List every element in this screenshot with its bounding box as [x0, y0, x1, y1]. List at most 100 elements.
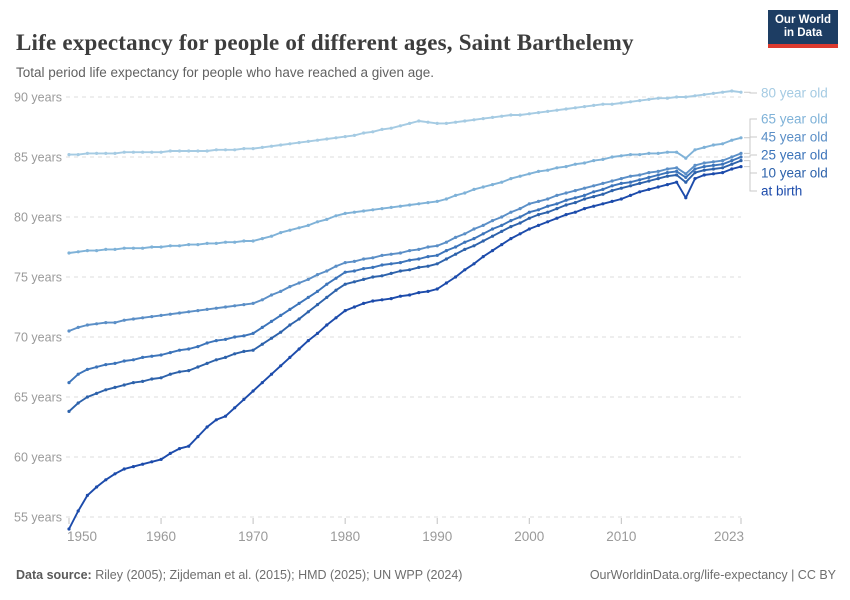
data-point — [168, 451, 172, 455]
data-point — [251, 331, 255, 335]
data-point — [104, 363, 108, 367]
data-point — [509, 177, 513, 181]
data-point — [675, 169, 679, 173]
data-point — [168, 312, 172, 316]
data-point — [233, 335, 237, 339]
data-point — [177, 149, 182, 153]
data-point — [739, 151, 743, 155]
data-point — [242, 397, 246, 401]
data-point — [187, 243, 191, 247]
data-point — [500, 180, 504, 184]
data-point — [95, 365, 99, 369]
data-point — [656, 169, 660, 173]
data-point — [481, 223, 485, 227]
data-point — [242, 349, 246, 353]
data-point — [490, 183, 495, 187]
data-point — [141, 462, 145, 466]
data-point — [711, 160, 716, 164]
data-point — [730, 138, 734, 142]
data-point — [573, 106, 577, 110]
data-point — [159, 245, 163, 249]
data-point — [628, 193, 633, 197]
data-point — [187, 149, 191, 153]
data-point — [739, 155, 743, 159]
owid-logo-line2: in Data — [783, 27, 823, 39]
legend-label-80-year-old[interactable]: 80 year old — [761, 86, 828, 101]
data-point — [279, 364, 283, 368]
data-point — [389, 271, 393, 275]
data-point — [131, 317, 135, 321]
x-axis-tick-label: 1970 — [238, 529, 268, 544]
data-point — [610, 102, 614, 106]
data-point — [546, 220, 550, 224]
data-point — [592, 190, 596, 194]
data-point — [472, 118, 476, 122]
y-axis-tick-label: 80 years — [14, 211, 62, 225]
data-point — [564, 165, 568, 169]
data-point — [711, 167, 716, 171]
data-point — [325, 137, 329, 141]
data-point — [628, 184, 633, 188]
data-point — [536, 208, 541, 212]
data-point — [150, 460, 154, 464]
data-point — [325, 269, 329, 273]
data-point — [656, 96, 660, 100]
series-line-at-birth[interactable] — [68, 165, 742, 530]
data-point — [251, 147, 255, 151]
data-point — [113, 361, 117, 365]
data-point — [435, 121, 439, 125]
data-point — [362, 267, 366, 271]
legend-label-45-year-old[interactable]: 45 year old — [761, 130, 828, 145]
data-point — [702, 161, 706, 165]
data-point — [546, 210, 550, 214]
data-point — [647, 97, 651, 101]
data-point — [656, 177, 660, 181]
y-axis-tick-label: 65 years — [14, 391, 62, 405]
data-point — [444, 121, 448, 125]
data-point — [582, 186, 587, 190]
data-point — [389, 262, 393, 266]
data-point — [371, 130, 375, 134]
data-point — [131, 465, 135, 469]
data-point — [490, 249, 495, 253]
owid-link[interactable]: OurWorldinData.org/life-expectancy | CC … — [589, 568, 836, 582]
data-point — [150, 315, 154, 319]
data-point — [573, 210, 577, 214]
data-source-label: Data source: — [16, 568, 92, 582]
legend-label-25-year-old[interactable]: 25 year old — [761, 148, 828, 163]
data-point — [242, 303, 246, 307]
legend-label-at-birth[interactable]: at birth — [761, 184, 802, 199]
data-point — [693, 94, 697, 98]
data-point — [279, 231, 283, 235]
data-point — [426, 255, 430, 259]
data-point — [610, 199, 614, 203]
data-point — [380, 274, 384, 278]
data-point — [398, 269, 402, 273]
data-point — [223, 240, 228, 244]
data-point — [628, 174, 633, 178]
legend-label-10-year-old[interactable]: 10 year old — [761, 166, 828, 181]
data-point — [426, 201, 430, 205]
data-point — [536, 169, 541, 173]
data-point — [656, 173, 660, 177]
data-point — [315, 289, 320, 293]
data-point — [711, 163, 716, 167]
data-point — [95, 322, 99, 326]
data-point — [490, 115, 495, 119]
data-point — [500, 243, 504, 247]
data-point — [76, 250, 80, 254]
data-point — [408, 268, 412, 272]
data-point — [628, 153, 633, 157]
data-point — [205, 341, 209, 345]
data-point — [417, 202, 421, 206]
data-point — [85, 151, 89, 155]
data-point — [297, 317, 301, 321]
legend-label-65-year-old[interactable]: 65 year old — [761, 112, 828, 127]
data-point — [76, 153, 80, 157]
data-point — [141, 150, 145, 154]
data-point — [564, 191, 568, 195]
data-point — [251, 239, 255, 243]
data-point — [159, 150, 163, 154]
data-point — [665, 183, 670, 187]
